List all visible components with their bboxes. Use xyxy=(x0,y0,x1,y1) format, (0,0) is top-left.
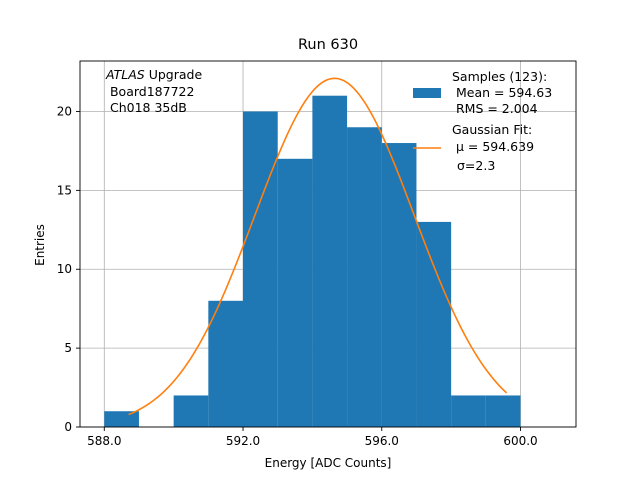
y-tick-label-4: 20 xyxy=(57,104,72,118)
y-tick-label-3: 15 xyxy=(57,183,72,197)
histogram-bar-9 xyxy=(416,221,452,427)
histogram-bar-11 xyxy=(485,395,521,427)
gaussian-fit xyxy=(128,77,508,416)
legend-fit-line-3: σ=2.3 xyxy=(457,158,495,173)
fit-curve xyxy=(128,77,508,416)
histogram-bars xyxy=(104,95,521,428)
annotation-line-3: Ch018 35dB xyxy=(106,100,187,115)
x-tick-label-3: 600.0 xyxy=(503,434,537,448)
legend-samples-swatch xyxy=(413,88,441,98)
chart-title: Run 630 xyxy=(298,37,358,53)
histogram-bar-5 xyxy=(277,158,313,427)
legend-samples-line-2: Mean = 594.63 xyxy=(452,85,552,100)
histogram-bar-4 xyxy=(243,111,278,427)
annotation-line-1: ATLAS Upgrade xyxy=(105,67,202,82)
annotation-rest: Upgrade xyxy=(145,67,203,82)
histogram-bar-6 xyxy=(312,95,348,427)
legend-fit-line-1: Gaussian Fit: xyxy=(452,122,532,137)
y-tick-label-1: 5 xyxy=(64,341,72,355)
x-tick-label-1: 592.0 xyxy=(226,434,260,448)
axes: 588.0 592.0 596.0 600.0 0 5 10 15 20 xyxy=(57,60,577,448)
histogram-bar-3 xyxy=(208,300,244,427)
histogram-bar-8 xyxy=(381,143,417,427)
histogram-bar-0 xyxy=(104,411,139,427)
atlas-italic: ATLAS xyxy=(105,67,145,82)
legend-samples-line-1: Samples (123): xyxy=(452,69,547,84)
y-axis-label: Entries xyxy=(33,224,47,266)
y-tick-label-2: 10 xyxy=(57,262,72,276)
histogram-bar-10 xyxy=(451,395,486,427)
atlas-annotation: ATLAS Upgrade Board187722 Ch018 35dB xyxy=(105,67,202,115)
x-tick-label-0: 588.0 xyxy=(87,434,121,448)
x-axis-label: Energy [ADC Counts] xyxy=(265,456,392,470)
legend-samples-line-3: RMS = 2.004 xyxy=(452,101,538,116)
histogram-bar-7 xyxy=(347,127,382,428)
legend-fit-line-2: μ = 594.639 xyxy=(452,139,534,154)
legend: Samples (123): Mean = 594.63 RMS = 2.004… xyxy=(413,69,552,173)
plot-frame xyxy=(79,60,577,428)
y-tick-label-0: 0 xyxy=(64,420,72,434)
annotation-line-2: Board187722 xyxy=(106,84,194,99)
histogram-bar-2 xyxy=(173,395,209,427)
x-tick-label-2: 596.0 xyxy=(365,434,399,448)
